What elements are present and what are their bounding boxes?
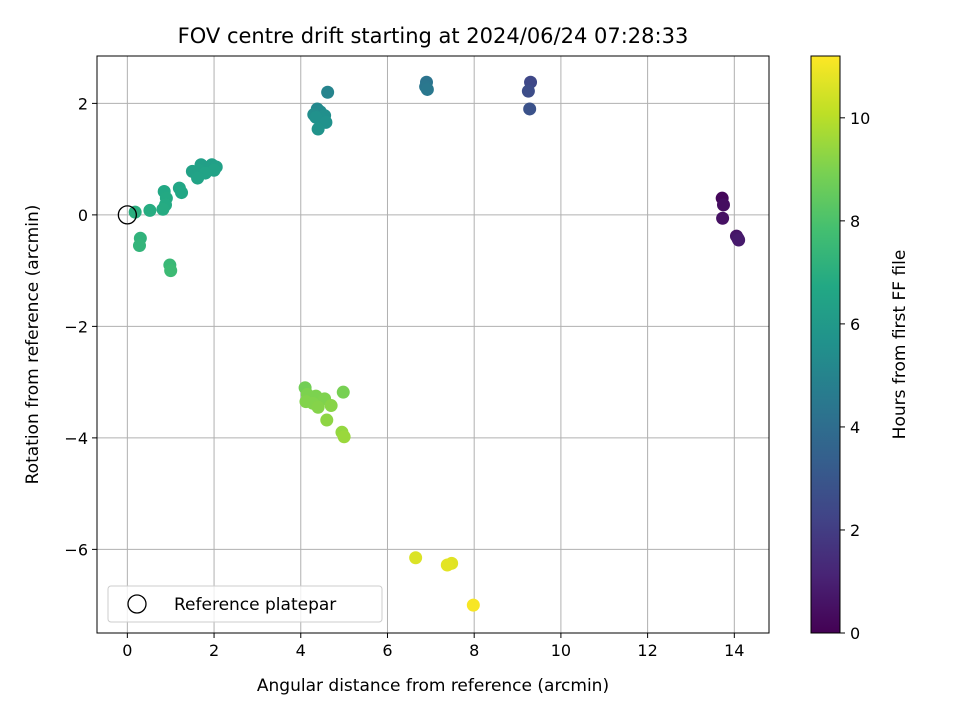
colorbar: 0 2 4 6 8 10 Hours from first FF file bbox=[810, 55, 910, 643]
colorbar-tick-label-3: 6 bbox=[850, 315, 860, 334]
plot-frame bbox=[96, 55, 770, 634]
data-point-40 bbox=[164, 264, 178, 278]
data-points bbox=[128, 75, 746, 612]
data-point-12 bbox=[321, 85, 335, 99]
data-point-55 bbox=[440, 558, 454, 572]
x-tick-label-4: 8 bbox=[469, 641, 479, 660]
data-point-56 bbox=[466, 598, 480, 612]
reference-marker bbox=[117, 205, 137, 225]
data-point-49 bbox=[324, 399, 338, 413]
x-tick-label-7: 14 bbox=[724, 641, 744, 660]
data-point-20 bbox=[311, 122, 325, 136]
data-point-52 bbox=[337, 430, 351, 444]
legend-entry-reference: Reference platepar bbox=[174, 595, 336, 615]
colorbar-frame bbox=[810, 55, 841, 634]
x-tick-label-5: 10 bbox=[551, 641, 571, 660]
legend-box bbox=[107, 585, 383, 623]
y-tick-label-4: 2 bbox=[78, 94, 88, 113]
colorbar-tick-label-1: 2 bbox=[850, 521, 860, 540]
y-axis-label: Rotation from reference (arcmin) bbox=[23, 205, 43, 485]
data-point-2 bbox=[716, 211, 730, 225]
data-point-18 bbox=[309, 110, 323, 124]
legend-marker-open-circle bbox=[127, 594, 147, 614]
data-point-8 bbox=[523, 102, 537, 116]
data-point-48 bbox=[311, 400, 325, 414]
data-point-34 bbox=[156, 202, 170, 216]
data-point-36 bbox=[128, 205, 142, 219]
x-tick-label-0: 0 bbox=[122, 641, 132, 660]
data-point-35 bbox=[143, 203, 157, 217]
x-tick-label-2: 4 bbox=[296, 641, 306, 660]
y-tick-label-2: −2 bbox=[64, 317, 88, 336]
data-point-5 bbox=[732, 233, 746, 247]
x-tick-label-1: 2 bbox=[209, 641, 219, 660]
y-axis-ticks: −6 −4 −2 0 2 bbox=[64, 94, 97, 559]
colorbar-tick-label-0: 0 bbox=[850, 624, 860, 643]
x-tick-label-3: 6 bbox=[382, 641, 392, 660]
x-axis-label: Angular distance from reference (arcmin) bbox=[257, 676, 609, 696]
data-point-38 bbox=[132, 239, 146, 253]
x-tick-label-6: 12 bbox=[637, 641, 657, 660]
chart-title: FOV centre drift starting at 2024/06/24 … bbox=[178, 24, 689, 48]
x-axis-ticks: 0 2 4 6 8 10 12 14 bbox=[122, 633, 744, 660]
data-point-30 bbox=[175, 186, 189, 200]
reference-marker-layer bbox=[117, 205, 137, 225]
colorbar-label: Hours from first FF file bbox=[890, 250, 910, 440]
data-point-1 bbox=[716, 198, 730, 212]
y-tick-label-1: −4 bbox=[64, 429, 88, 448]
y-tick-label-3: 0 bbox=[78, 206, 88, 225]
data-point-53 bbox=[409, 551, 423, 565]
data-point-50 bbox=[320, 413, 334, 427]
colorbar-tick-label-4: 8 bbox=[850, 212, 860, 231]
colorbar-gradient bbox=[811, 56, 840, 633]
colorbar-tick-label-5: 10 bbox=[850, 109, 870, 128]
colorbar-ticks: 0 2 4 6 8 10 bbox=[840, 109, 870, 643]
data-point-7 bbox=[521, 84, 535, 98]
colorbar-tick-label-2: 4 bbox=[850, 418, 860, 437]
data-point-28 bbox=[191, 171, 205, 185]
legend: Reference platepar bbox=[107, 585, 383, 623]
data-point-42 bbox=[336, 385, 350, 399]
data-point-11 bbox=[420, 82, 434, 96]
grid bbox=[97, 56, 769, 633]
y-tick-label-0: −6 bbox=[64, 540, 88, 559]
